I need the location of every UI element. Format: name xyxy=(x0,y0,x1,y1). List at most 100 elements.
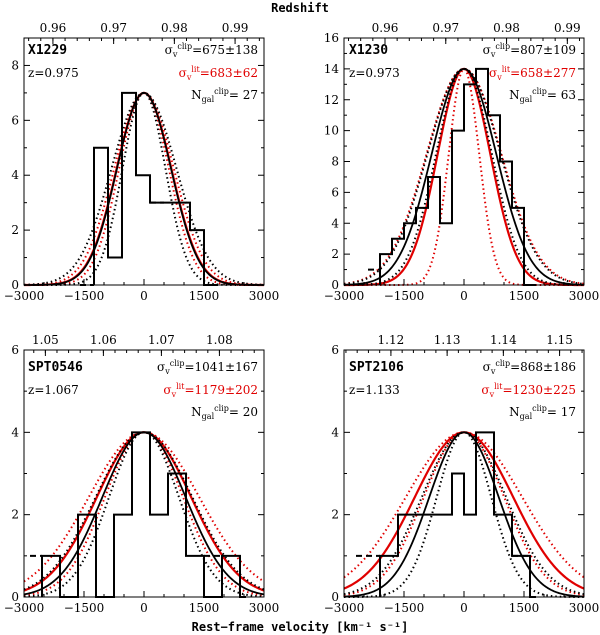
panel-x1229-xtick-label: −1500 xyxy=(64,289,105,303)
panel-x1229-ztick-label: 0.96 xyxy=(40,21,67,35)
panel-x1229-xtick-label: 1500 xyxy=(189,289,220,303)
panel-x1230-redshift: z=0.973 xyxy=(349,66,400,80)
panel-spt0546-ztick-label: 1.07 xyxy=(148,333,175,347)
panel-x1229-histogram xyxy=(93,91,218,286)
panel-spt2106-plot: −3000 −1500 0 1500 3000 0 2 4 6 1.12 1.13 1.14 1.15 xyxy=(324,333,600,615)
panel-x1230-xtick-label: −3000 xyxy=(324,289,365,303)
panel-x1230-sigma-clip: σvclip=807±109 xyxy=(483,42,576,59)
panel-x1229-ztick-label: 0.97 xyxy=(100,21,127,35)
panel-spt0546-ztick-label: 1.08 xyxy=(206,333,233,347)
panel-spt2106-ztick-label: 1.14 xyxy=(490,333,517,347)
panel-spt0546-sigma-clip: σvclip=1041±167 xyxy=(157,359,258,376)
panel-x1230-ytick-label: 14 xyxy=(324,62,340,76)
panel-x1229-ytick-label: 6 xyxy=(11,113,19,127)
panel-spt2106-ytick-label: 2 xyxy=(331,508,339,522)
panel-x1230-ytick-label: 0 xyxy=(331,278,339,292)
panel-x1229-name: X1229 xyxy=(28,43,67,58)
panel-spt2106-xtick-label: −3000 xyxy=(324,601,365,615)
panel-spt2106-redshift: z=1.133 xyxy=(349,383,400,397)
panel-x1230-info: X1230 z=0.973 σvclip=807±109 σvlit=658±2… xyxy=(349,42,576,104)
panel-spt0546-xtick-label: −3000 xyxy=(4,601,45,615)
panel-x1229-ytick-label: 2 xyxy=(11,223,19,237)
panel-x1230-plot: −3000 −1500 0 1500 3000 0 2 4 6 8 10 12 14 16 0.96 0.97… xyxy=(324,21,600,303)
panel-x1230-xtick-label: 3000 xyxy=(569,289,600,303)
panel-x1230-histogram xyxy=(379,67,536,286)
panel-x1230-name: X1230 xyxy=(349,43,388,58)
panel-spt2106-histogram xyxy=(379,431,536,598)
panel-spt0546-ytick-label: 2 xyxy=(11,508,19,522)
panel-spt2106-ytick-label: 4 xyxy=(331,425,339,439)
panel-spt0546-lit-upper-curve xyxy=(23,431,265,583)
panel-x1229-sigma-lit: σvlit=683±62 xyxy=(179,65,258,82)
panel-x1229-redshift: z=0.975 xyxy=(28,66,79,80)
panel-x1229-plot: −3000 −1500 0 1500 3000 0 2 4 6 8 0.96 0.97 0.98 0.99 xyxy=(4,21,280,303)
panel-x1229-ztick-label: 0.98 xyxy=(161,21,188,35)
panel-x1230-sigma-lit: σvlit=658±277 xyxy=(489,65,576,82)
panel-spt0546-histogram xyxy=(41,431,246,598)
panel-x1229-sigma-clip: σvclip=675±138 xyxy=(165,42,258,59)
panel-x1230-ytick-label: 4 xyxy=(331,216,339,230)
panel-spt0546-sigma-lit: σvlit=1179±202 xyxy=(163,382,258,399)
velocity-axis-title: Rest−frame velocity [km⁻¹ s⁻¹] xyxy=(192,620,409,634)
panel-x1229-ztick-label: 0.99 xyxy=(222,21,249,35)
panel-spt2106-name: SPT2106 xyxy=(349,360,404,375)
panel-x1230-clip-curve xyxy=(343,67,585,286)
panel-x1229-clip-upper-curve xyxy=(23,91,265,286)
panel-x1230-lit-upper-curve xyxy=(343,67,585,285)
panel-spt0546-ytick-label: 4 xyxy=(11,425,19,439)
panel-spt2106-ztick-label: 1.12 xyxy=(378,333,405,347)
panel-spt2106-xtick-label: −1500 xyxy=(384,601,425,615)
panel-spt2106-clip-curve xyxy=(343,431,585,598)
panel-spt0546-plot: −3000 −1500 0 1500 3000 0 2 4 6 1.05 1.06 1.07 1.08 xyxy=(4,333,280,615)
panel-spt0546-xtick-label: 3000 xyxy=(249,601,280,615)
panel-x1230-ytick-label: 12 xyxy=(324,93,339,107)
panel-x1230-ytick-label: 8 xyxy=(331,155,339,169)
panel-x1230-xtick-label: 1500 xyxy=(509,289,540,303)
panel-spt2106-ytick-label: 0 xyxy=(331,590,339,604)
redshift-axis-title: Redshift xyxy=(271,1,329,15)
panel-x1229-info: X1229 z=0.975 σvclip=675±138 σvlit=683±6… xyxy=(28,42,258,104)
panel-spt2106-xtick-label: 3000 xyxy=(569,601,600,615)
panel-x1230-clip-upper-curve xyxy=(343,67,585,285)
panel-spt0546-name: SPT0546 xyxy=(28,360,83,375)
panel-spt0546-ztick-label: 1.06 xyxy=(90,333,117,347)
panel-spt2106-xtick-label: 0 xyxy=(460,601,468,615)
panel-x1230-ytick-label: 2 xyxy=(331,247,339,261)
panel-spt2106-sigma-lit: σvlit=1230±225 xyxy=(481,382,576,399)
panel-x1229-clip-lower-curve xyxy=(24,91,264,286)
panel-x1229-ytick-label: 0 xyxy=(11,278,19,292)
panel-x1229-lit-curve xyxy=(24,91,264,287)
panel-x1230-ytick-label: 10 xyxy=(324,124,339,138)
panel-spt0546-ytick-label: 0 xyxy=(11,590,19,604)
panel-spt2106-info: SPT2106 z=1.133 σvclip=868±186 σvlit=123… xyxy=(349,359,576,421)
panel-spt0546-info: SPT0546 z=1.067 σvclip=1041±167 σvlit=11… xyxy=(28,359,258,421)
panel-x1229-ytick-label: 8 xyxy=(11,58,19,72)
panel-x1229-lit-upper-curve xyxy=(23,91,265,286)
panel-spt2106-xtick-label: 1500 xyxy=(509,601,540,615)
panel-x1230-ztick-label: 0.99 xyxy=(554,21,581,35)
panel-x1229-ytick-label: 4 xyxy=(11,168,19,182)
panel-spt0546-ztick-label: 1.05 xyxy=(32,333,59,347)
panel-spt0546-xtick-label: 0 xyxy=(140,601,148,615)
panel-spt2106-ytick-label: 6 xyxy=(331,343,339,357)
panel-x1230-ztick-label: 0.97 xyxy=(432,21,459,35)
panel-x1230-xtick-label: 0 xyxy=(460,289,468,303)
panel-x1230-xtick-label: −1500 xyxy=(384,289,425,303)
panel-x1229-ngal: Ngalclip= 27 xyxy=(191,87,258,104)
panel-x1229-lit-lower-curve xyxy=(24,91,264,286)
panel-x1229-xtick-label: 0 xyxy=(140,289,148,303)
panel-spt2106-sigma-clip: σvclip=868±186 xyxy=(483,359,576,376)
panel-spt0546-xtick-label: −1500 xyxy=(64,601,105,615)
panel-spt0546-ngal: Ngalclip= 20 xyxy=(191,404,258,421)
panel-spt2106-ngal: Ngalclip= 17 xyxy=(509,404,576,421)
panel-spt2106-ztick-label: 1.13 xyxy=(434,333,461,347)
panel-x1230-ytick-label: 6 xyxy=(331,185,339,199)
panel-x1229-xtick-label: 3000 xyxy=(249,289,280,303)
panel-spt0546-ytick-label: 6 xyxy=(11,343,19,357)
panel-spt0546-lit-lower-curve xyxy=(23,431,265,597)
panel-x1230-ngal: Ngalclip= 63 xyxy=(509,87,576,104)
panel-spt2106-ztick-label: 1.15 xyxy=(546,333,573,347)
panel-spt2106-lit-upper-curve xyxy=(343,431,585,579)
panel-x1229-clip-curve xyxy=(24,91,264,286)
